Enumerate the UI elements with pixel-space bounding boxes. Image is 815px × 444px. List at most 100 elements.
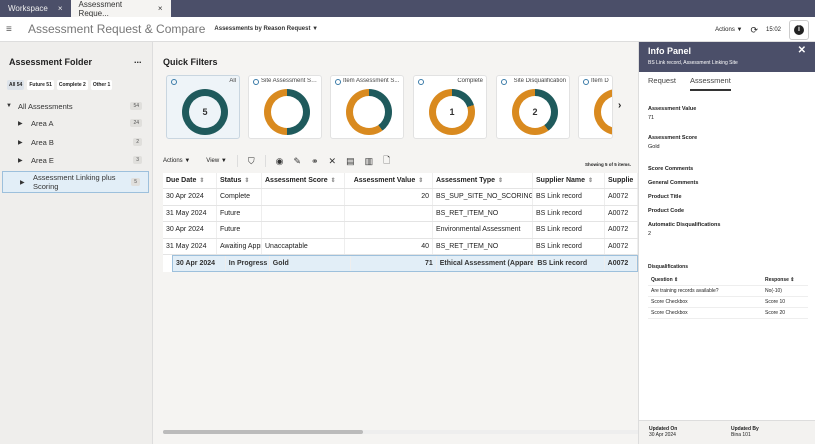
radio-icon[interactable] (335, 79, 341, 85)
info-panel-subtitle: BS Link record, Assessment Linking Site (648, 60, 738, 66)
tree-item-area-a[interactable]: ▶ Area A 24 (0, 115, 150, 131)
link-icon[interactable]: ⚭ (310, 155, 319, 166)
tab-assessment[interactable]: Assessment (689, 76, 731, 91)
sort-icon[interactable]: ⇕ (418, 178, 424, 184)
info-button[interactable]: i (789, 20, 809, 40)
tab-label: Assessment Reque... (78, 0, 123, 18)
updated-on-value: 30 Apr 2024 (649, 432, 676, 438)
filter-icon[interactable]: ⛉ (247, 155, 255, 166)
close-icon[interactable]: ✕ (797, 45, 806, 56)
radio-icon[interactable] (583, 79, 589, 85)
quick-filter-card[interactable]: All 5 (166, 75, 240, 139)
tab-request[interactable]: Request (648, 76, 676, 85)
column-header[interactable]: Assessment Value ⇕ (345, 173, 433, 188)
sort-icon[interactable]: ⇕ (330, 178, 336, 184)
sort-icon[interactable]: ⇕ (199, 178, 205, 184)
close-icon[interactable]: × (57, 4, 63, 13)
tree-item-assessment-linking[interactable]: ▶ Assessment Linking plus Scoring 5 (2, 171, 149, 193)
column-header[interactable]: Question ⇕ (651, 277, 679, 283)
column-header[interactable]: Due Date ⇕ (163, 173, 217, 188)
filter-chip-complete[interactable]: Complete 2 (56, 80, 88, 90)
table-cell: A0072 (605, 222, 638, 238)
table-row[interactable]: 30 Apr 2024 Complete 20 BS_SUP_SITE_NO_SCOR… (163, 189, 638, 206)
more-icon[interactable]: ... (134, 55, 142, 65)
radio-icon[interactable] (253, 79, 259, 85)
table-cell: BS Link record (534, 256, 605, 271)
column-header[interactable]: Supplier Name ⇕ (533, 173, 605, 188)
table-row[interactable]: 30 Apr 2024 Future Environmental Assessmen… (163, 222, 638, 239)
column-header[interactable]: Supplie (605, 173, 638, 188)
view-select-value: Assessments by Reason Request (214, 26, 311, 32)
caret-right-icon: ▶ (18, 139, 23, 146)
table-cell: BS Link record (533, 222, 605, 238)
view-menu-button[interactable]: View ▼ (206, 158, 227, 164)
donut-value (601, 96, 612, 128)
sidebar-title: Assessment Folder (9, 57, 93, 67)
actions-menu-button[interactable]: Actions ▼ (163, 158, 191, 164)
sort-icon[interactable]: ⇕ (588, 178, 594, 184)
filter-chip-future[interactable]: Future 51 (27, 80, 54, 90)
tree-item-all-assessments[interactable]: ▼ All Assessments 54 (0, 98, 150, 114)
showing-count: Showing 5 of 5 items. (584, 162, 631, 167)
document-icon[interactable]: 🗋 (383, 155, 391, 165)
table-cell (262, 205, 345, 221)
menu-icon[interactable]: ≡ (6, 23, 12, 35)
horizontal-scrollbar[interactable] (163, 430, 638, 434)
count-badge: 5 (131, 178, 140, 186)
info-field: Assessment Score Gold (648, 135, 697, 150)
sort-icon[interactable]: ⇕ (498, 178, 504, 184)
filter-chip-all[interactable]: All 54 (7, 80, 25, 90)
refresh-icon[interactable]: ⟳ (750, 24, 758, 35)
pencil-icon[interactable]: ✎ (293, 155, 301, 166)
actions-menu[interactable]: Actions ▼ (715, 27, 743, 33)
quick-filter-card[interactable]: Item D (578, 75, 613, 139)
count-badge: 2 (133, 138, 142, 146)
excel-icon[interactable]: ▥ (364, 155, 374, 166)
close-icon[interactable]: ✕ (328, 155, 337, 166)
card-label: Item Assessment S... (343, 78, 400, 84)
donut-value: 2 (519, 96, 551, 128)
radio-icon[interactable] (501, 79, 507, 85)
radio-icon[interactable] (171, 79, 177, 85)
tab-workspace[interactable]: Workspace × (0, 0, 71, 17)
table-header: Due Date ⇕ Status ⇕ Assessment Score ⇕ Assessm… (163, 173, 638, 189)
table-cell: Awaiting Approval (217, 238, 262, 254)
radio-icon[interactable] (418, 79, 424, 85)
divider (264, 155, 266, 167)
quick-filter-card[interactable]: Site Assessment Sc... (248, 75, 322, 139)
quick-filter-card[interactable]: Site Disqualification 2 (496, 75, 570, 139)
tree-item-area-b[interactable]: ▶ Area B 2 (0, 134, 150, 150)
column-header[interactable]: Status ⇕ (217, 173, 262, 188)
quick-filter-card[interactable]: Complete 1 (413, 75, 487, 139)
sort-icon[interactable]: ⇕ (244, 178, 250, 184)
eye-icon[interactable]: ◉ (275, 155, 284, 166)
divider (236, 155, 238, 167)
field-value: 71 (648, 115, 655, 121)
close-icon[interactable]: × (157, 4, 163, 13)
info-field: General Comments (648, 180, 698, 189)
export-icon[interactable]: ▤ (346, 155, 355, 166)
donut-chart: 1 (429, 89, 475, 135)
table-cell: 31 May 2024 (163, 238, 217, 254)
field-value: Gold (648, 144, 660, 150)
table-row[interactable]: 30 Apr 2024 In Progress Gold 71 Ethical Asse… (172, 255, 638, 272)
tree-item-area-e[interactable]: ▶ Area E 3 (0, 152, 150, 168)
scrollbar-thumb[interactable] (163, 430, 363, 434)
disq-row: Score Checkbox Score 10 (648, 297, 808, 308)
info-field: Product Title (648, 194, 682, 203)
column-header[interactable]: Assessment Score ⇕ (262, 173, 345, 188)
table-row[interactable]: 31 May 2024 Future BS_RET_ITEM_NO BS Link r… (163, 205, 638, 222)
tab-assessment-request[interactable]: Assessment Reque... × (70, 0, 171, 18)
chevron-right-icon[interactable]: › (618, 100, 622, 111)
disq-header: Question ⇕ Response ⇕ (648, 275, 808, 286)
column-header[interactable]: Response ⇕ (765, 277, 795, 283)
filter-chip-other[interactable]: Other 1 (90, 80, 113, 90)
quick-filter-card[interactable]: Item Assessment S... (330, 75, 404, 139)
table-cell (262, 222, 345, 238)
sidebar: Assessment Folder ... All 54 Future 51 C… (0, 42, 153, 444)
column-header[interactable]: Assessment Type ⇕ (433, 173, 533, 188)
response-cell: No(-10) (765, 288, 782, 294)
card-label: Site Assessment Sc... (261, 78, 318, 84)
view-select[interactable]: Assessments by Reason Request ▼ (214, 26, 318, 32)
